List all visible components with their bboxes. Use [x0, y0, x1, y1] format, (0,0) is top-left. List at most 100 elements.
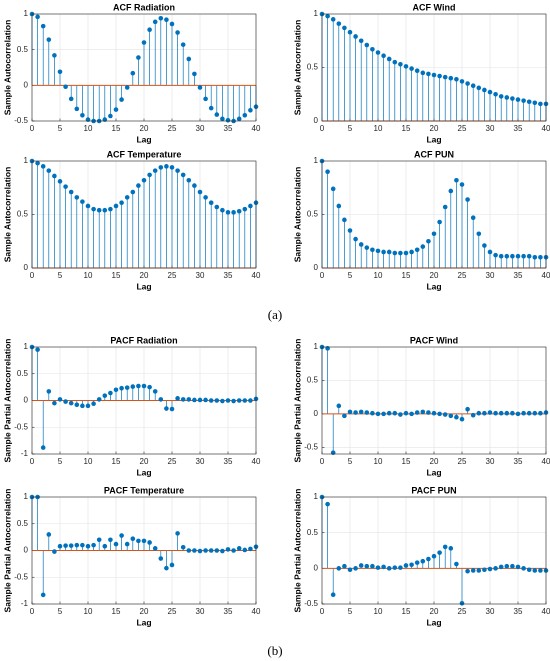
stem-marker — [532, 410, 538, 416]
stem-marker — [409, 249, 414, 255]
y-tick-label: -0.5 — [14, 116, 28, 125]
stem-marker — [225, 398, 231, 403]
x-tick-label: 15 — [402, 457, 411, 466]
y-axis-label: Sample Partial Autocorrelation — [2, 489, 12, 613]
stem-marker — [465, 81, 470, 86]
stem-marker — [85, 543, 91, 549]
stem-marker — [409, 562, 414, 568]
x-tick-label: 25 — [168, 607, 177, 616]
stem-marker — [325, 501, 330, 507]
stem-marker — [364, 410, 370, 415]
stem-marker — [136, 538, 141, 544]
axes-box — [321, 160, 547, 269]
x-tick-label: 0 — [30, 124, 35, 133]
stem-marker — [470, 412, 476, 418]
x-tick-label: 10 — [84, 124, 93, 133]
x-tick-label: 10 — [84, 607, 93, 616]
stem-marker — [493, 410, 498, 416]
stem-marker — [510, 96, 515, 101]
x-tick-label: 10 — [84, 457, 93, 466]
stem-marker — [152, 168, 158, 173]
stem-marker — [108, 537, 113, 543]
y-tick-label: 0 — [314, 563, 319, 572]
stem-marker — [342, 413, 347, 419]
y-tick-label: 1 — [314, 342, 319, 351]
x-tick-label: 35 — [224, 457, 233, 466]
stem-marker — [158, 556, 164, 561]
stem-marker — [203, 195, 208, 200]
chart-title: ACF Radiation — [113, 2, 175, 12]
stem-marker — [119, 533, 124, 538]
stem-marker — [448, 546, 454, 551]
stem-marker — [437, 219, 442, 225]
stem-marker — [442, 204, 448, 210]
stem-marker — [454, 76, 459, 82]
stem-marker — [124, 195, 130, 200]
stem-marker — [74, 195, 80, 200]
stem-marker — [40, 164, 46, 169]
y-tick-label: -0.5 — [304, 442, 318, 451]
stem-marker — [197, 548, 203, 554]
y-tick-label: -1 — [21, 599, 29, 608]
stem-marker — [147, 384, 152, 390]
stem-marker — [342, 25, 347, 31]
stem-marker — [370, 410, 375, 416]
stem-marker — [236, 546, 242, 551]
y-tick-label: 1 — [24, 9, 29, 18]
chart-title: PACF Wind — [410, 335, 458, 345]
y-tick-label: -0.5 — [14, 572, 28, 581]
x-tick-label: 30 — [486, 457, 495, 466]
stem-marker — [487, 89, 493, 95]
chart-title: PACF Radiation — [110, 335, 177, 345]
stem-marker — [538, 410, 543, 416]
y-tick-label: -1 — [21, 449, 29, 458]
stem-marker — [214, 112, 220, 117]
y-tick-label: 0.5 — [307, 210, 319, 219]
x-axis-label: Lag — [136, 467, 151, 477]
x-tick-label: 15 — [112, 271, 121, 280]
stem-marker — [136, 383, 141, 389]
x-tick-label: 40 — [542, 271, 550, 280]
x-tick-label: 15 — [402, 124, 411, 133]
stem-marker — [515, 411, 521, 417]
stem-marker — [403, 410, 409, 416]
stem-marker — [248, 203, 253, 209]
stem-marker — [470, 215, 476, 221]
stem-marker — [336, 203, 342, 209]
stem-marker — [180, 544, 186, 550]
x-tick-label: 10 — [374, 124, 383, 133]
stem-marker — [386, 410, 392, 416]
axes-box — [31, 496, 257, 605]
x-tick-label: 10 — [84, 271, 93, 280]
stem-marker — [130, 536, 136, 542]
x-tick-label: 0 — [320, 457, 325, 466]
axes-box — [31, 13, 257, 122]
stem-marker — [403, 64, 409, 69]
x-axis-label: Lag — [136, 134, 151, 144]
stem-marker — [493, 91, 498, 97]
stem-marker — [414, 410, 420, 415]
y-tick-label: 0 — [314, 409, 319, 418]
stem-marker — [119, 97, 124, 102]
stem-marker — [152, 19, 158, 25]
stem-marker — [57, 69, 63, 75]
stem-marker — [442, 544, 448, 550]
stem-marker — [381, 564, 386, 570]
axes-box — [321, 346, 547, 455]
x-tick-label: 35 — [224, 124, 233, 133]
stem-marker — [158, 397, 164, 402]
chart-title: ACF PUN — [414, 149, 454, 159]
stem-marker — [197, 397, 203, 403]
y-tick-label: 1 — [24, 156, 29, 165]
stem-marker — [426, 556, 431, 562]
stem-marker — [152, 546, 158, 551]
stem-marker — [57, 543, 63, 549]
stem-marker — [186, 177, 192, 183]
stem-marker — [91, 542, 96, 548]
stem-marker — [164, 565, 169, 571]
x-tick-label: 30 — [196, 271, 205, 280]
stem-marker — [392, 410, 398, 416]
stem-marker — [353, 236, 358, 242]
x-tick-label: 40 — [542, 607, 550, 616]
